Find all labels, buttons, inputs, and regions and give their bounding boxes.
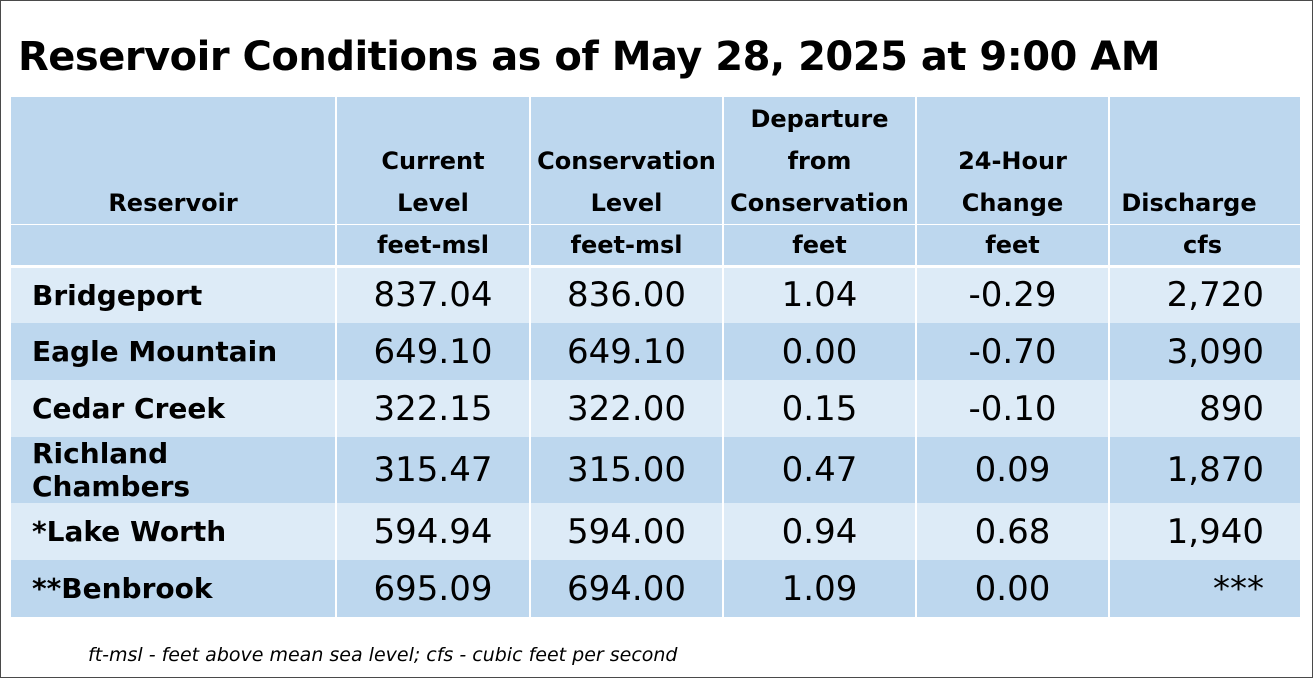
header-current-level-line2: Level [397, 188, 469, 217]
conservation-level-value: 694.00 [530, 560, 724, 617]
change-value: 0.68 [916, 503, 1110, 560]
departure-value: 0.94 [723, 503, 917, 560]
discharge-value: 3,090 [1109, 323, 1302, 380]
header-departure-line1: Departure [750, 104, 889, 133]
table-header: Reservoir Current Level Conservation Lev… [11, 97, 1302, 268]
conservation-level-value: 594.00 [530, 503, 724, 560]
header-conservation-level: Conservation Level [530, 97, 724, 225]
change-value: -0.10 [916, 380, 1110, 437]
conservation-level-value: 649.10 [530, 323, 724, 380]
change-value: -0.29 [916, 266, 1110, 323]
reservoir-name: Bridgeport [11, 266, 337, 323]
current-level-value: 695.09 [336, 560, 531, 617]
table-row: Eagle Mountain 649.10 649.10 0.00 -0.70 … [11, 323, 1302, 380]
header-discharge-line1: Discharge [1121, 188, 1257, 217]
table-row: **Benbrook 695.09 694.00 1.09 0.00 *** [11, 560, 1302, 617]
discharge-value: 1,870 [1109, 437, 1302, 503]
unit-departure: feet [723, 224, 917, 268]
conservation-level-value: 322.00 [530, 380, 724, 437]
reservoir-name: Eagle Mountain [11, 323, 337, 380]
table-row: Bridgeport 837.04 836.00 1.04 -0.29 2,72… [11, 266, 1302, 323]
discharge-value: 2,720 [1109, 266, 1302, 323]
header-24-hour-change-line2: Change [961, 188, 1064, 217]
current-level-value: 594.94 [336, 503, 531, 560]
page-title: Reservoir Conditions as of May 28, 2025 … [18, 34, 1161, 80]
change-value: -0.70 [916, 323, 1110, 380]
current-level-value: 315.47 [336, 437, 531, 503]
header-row: Reservoir Current Level Conservation Lev… [11, 97, 1302, 225]
header-current-level-line1: Current [381, 146, 485, 175]
reservoir-name: **Benbrook [11, 560, 337, 617]
units-row: feet-msl feet-msl feet feet cfs [11, 224, 1302, 268]
header-conservation-level-line1: Conservation [537, 146, 716, 175]
unit-conservation-level: feet-msl [530, 224, 724, 268]
footnote: ft-msl - feet above mean sea level; cfs … [88, 644, 678, 666]
unit-reservoir [11, 224, 337, 268]
header-departure-line3: Conservation [730, 188, 909, 217]
change-value: 0.00 [916, 560, 1110, 617]
header-conservation-level-line2: Level [590, 188, 663, 217]
unit-discharge: cfs [1109, 224, 1302, 268]
departure-value: 0.47 [723, 437, 917, 503]
unit-current-level: feet-msl [336, 224, 531, 268]
departure-value: 1.04 [723, 266, 917, 323]
unit-24-hour-change: feet [916, 224, 1110, 268]
header-current-level: Current Level [336, 97, 531, 225]
reservoir-name: Cedar Creek [11, 380, 337, 437]
discharge-value: 1,940 [1109, 503, 1302, 560]
table-row: Richland Chambers 315.47 315.00 0.47 0.0… [11, 437, 1302, 503]
discharge-value: 890 [1109, 380, 1302, 437]
conservation-level-value: 836.00 [530, 266, 724, 323]
header-24-hour-change-line1: 24-Hour [958, 146, 1067, 175]
header-departure-line2: from [787, 146, 852, 175]
header-departure: Departure from Conservation [723, 97, 917, 225]
departure-value: 0.00 [723, 323, 917, 380]
current-level-value: 649.10 [336, 323, 531, 380]
departure-value: 0.15 [723, 380, 917, 437]
conservation-level-value: 315.00 [530, 437, 724, 503]
reservoir-table: Reservoir Current Level Conservation Lev… [11, 97, 1302, 617]
header-reservoir-line1: Reservoir [108, 188, 238, 217]
header-24-hour-change: 24-Hour Change [916, 97, 1110, 225]
current-level-value: 837.04 [336, 266, 531, 323]
departure-value: 1.09 [723, 560, 917, 617]
table-row: *Lake Worth 594.94 594.00 0.94 0.68 1,94… [11, 503, 1302, 560]
reservoir-name: *Lake Worth [11, 503, 337, 560]
table-row: Cedar Creek 322.15 322.00 0.15 -0.10 890 [11, 380, 1302, 437]
reservoir-name: Richland Chambers [11, 437, 337, 503]
discharge-value: *** [1109, 560, 1302, 617]
table-body: Bridgeport 837.04 836.00 1.04 -0.29 2,72… [11, 266, 1302, 617]
header-discharge: Discharge [1109, 97, 1302, 225]
change-value: 0.09 [916, 437, 1110, 503]
header-reservoir: Reservoir [11, 97, 337, 225]
current-level-value: 322.15 [336, 380, 531, 437]
